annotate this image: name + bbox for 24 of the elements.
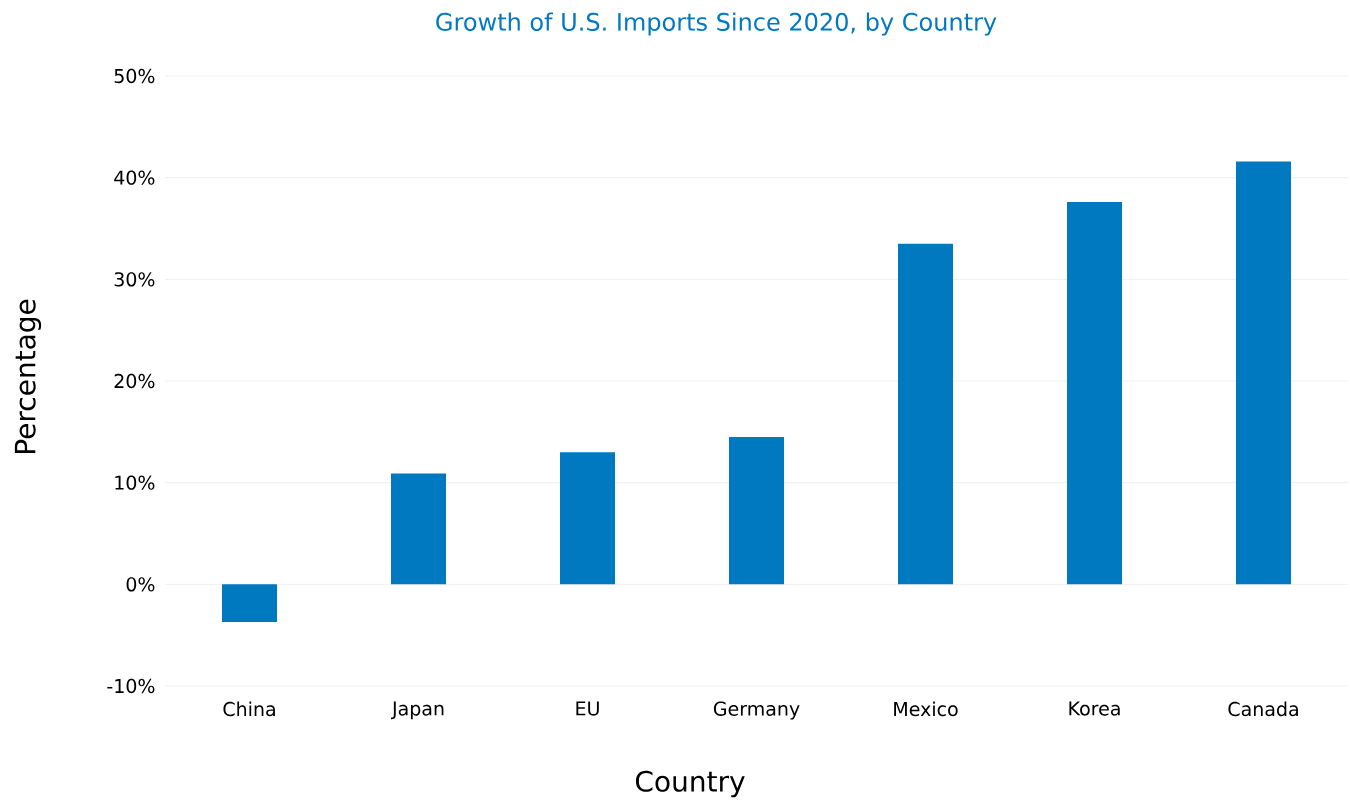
y-tick-label: 50%	[114, 68, 155, 84]
bar	[729, 436, 784, 585]
x-tick-label: Mexico	[894, 701, 958, 717]
y-axis-title: Percentage	[14, 299, 42, 453]
x-axis-title: Country	[635, 770, 745, 798]
bar	[1236, 161, 1291, 585]
y-tick-label: 0%	[126, 577, 155, 592]
bar	[391, 473, 446, 585]
y-tick-label: 30%	[114, 272, 155, 287]
y-tick-label: 40%	[114, 170, 155, 185]
bar	[222, 584, 277, 622]
x-tick-label: Germany	[713, 701, 800, 720]
x-tick-label: Korea	[1069, 701, 1120, 716]
y-tick-label: 20%	[114, 373, 155, 389]
chart-title: Growth of U.S. Imports Since 2020, by Country	[436, 12, 997, 36]
x-tick-label: China	[223, 701, 275, 717]
y-tick-label: 10%	[115, 475, 155, 490]
x-tick-label: EU	[576, 701, 599, 716]
bar	[898, 243, 953, 585]
x-tick-label: Canada	[1228, 701, 1298, 717]
x-tick-label: Japan	[391, 701, 444, 720]
bar	[560, 452, 615, 585]
y-tick-label: -10%	[107, 678, 155, 694]
bar	[1067, 202, 1122, 585]
